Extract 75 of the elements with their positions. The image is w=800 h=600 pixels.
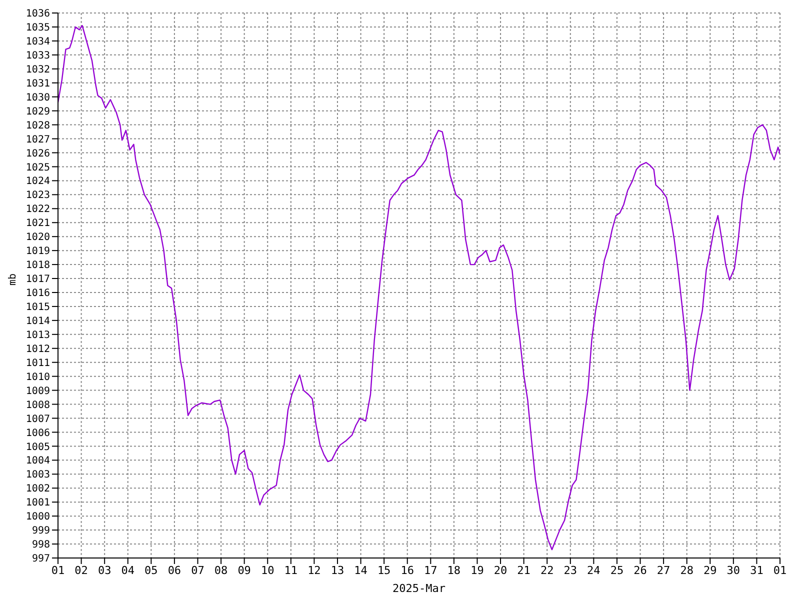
- y-tick-label: 1018: [26, 260, 50, 272]
- x-tick-label: 22: [540, 564, 554, 577]
- x-tick-label: 05: [144, 564, 158, 577]
- y-tick-label: 1007: [26, 414, 50, 425]
- y-tick-label: 1015: [26, 302, 50, 314]
- y-tick-label: 1014: [26, 316, 50, 327]
- x-tick-label: 29: [704, 564, 717, 577]
- y-tick-label: 1023: [26, 190, 50, 202]
- line-series: [58, 24, 780, 550]
- y-tick-label: 1022: [26, 204, 50, 216]
- x-axis-title: 2025-Mar: [392, 582, 446, 595]
- y-tick-label: 1020: [26, 232, 50, 244]
- x-tick-label: 12: [308, 564, 321, 577]
- x-tick-label: 06: [168, 564, 182, 577]
- x-tick-label: 07: [191, 564, 204, 577]
- y-tick-label: 998: [32, 540, 50, 551]
- x-tick-label: 18: [447, 564, 461, 577]
- y-tick-label: 1025: [26, 162, 50, 174]
- y-tick-label: 1030: [26, 92, 50, 104]
- x-tick-label: 11: [284, 564, 298, 577]
- x-tick-label: 04: [121, 564, 135, 577]
- y-tick-label: 1029: [26, 106, 50, 118]
- x-tick-label: 14: [354, 564, 368, 577]
- y-tick-label: 1034: [26, 36, 50, 48]
- x-tick-label: 20: [494, 564, 508, 577]
- y-tick-label: 1027: [26, 134, 50, 146]
- y-tick-label: 1026: [26, 148, 50, 160]
- x-tick-label: 08: [214, 564, 228, 577]
- x-tick-label: 21: [517, 564, 530, 577]
- x-tick-label: 25: [610, 564, 624, 577]
- x-tick-label: 23: [564, 564, 578, 577]
- x-tick-label: 02: [74, 564, 88, 577]
- x-tick-label: 27: [656, 564, 670, 577]
- y-tick-label: 1008: [26, 400, 50, 411]
- y-tick-label: 1010: [26, 372, 50, 383]
- y-tick-label: 1001: [26, 498, 50, 509]
- y-tick-label: 1011: [26, 358, 50, 369]
- y-tick-label: 997: [32, 554, 50, 565]
- x-tick-label: 26: [634, 564, 647, 577]
- y-tick-label: 1006: [26, 428, 50, 439]
- y-tick-label: 1004: [26, 456, 50, 467]
- x-tick-label: 15: [377, 564, 391, 577]
- x-tick-label: 16: [400, 564, 414, 577]
- y-tick-label: 1028: [26, 120, 50, 132]
- x-tick-label: 30: [726, 564, 740, 577]
- y-tick-label: 1013: [26, 330, 50, 341]
- y-tick-label: 1021: [26, 218, 50, 230]
- y-tick-label: 1036: [26, 8, 50, 20]
- y-tick-label: 1024: [26, 176, 50, 188]
- y-tick-label: 1000: [26, 512, 50, 523]
- y-tick-label: 1009: [26, 386, 50, 397]
- y-tick-label: 1033: [26, 50, 50, 62]
- x-tick-label: 01: [51, 564, 65, 577]
- x-tick-label: 28: [680, 564, 694, 577]
- y-tick-label: 1003: [26, 470, 50, 481]
- y-tick-label: 1019: [26, 246, 50, 258]
- x-tick-label: 09: [238, 564, 251, 577]
- x-tick-label: 17: [424, 564, 438, 577]
- x-tick-label: 13: [330, 564, 344, 577]
- x-tick-label: 31: [750, 564, 764, 577]
- x-tick-label: 01: [773, 564, 787, 577]
- y-tick-label: 1032: [26, 64, 50, 76]
- y-axis-title: mb: [8, 273, 19, 286]
- x-tick-label: 03: [98, 564, 112, 577]
- y-tick-label: 999: [32, 526, 50, 537]
- y-tick-label: 1035: [26, 22, 50, 34]
- x-tick-label: 24: [587, 564, 601, 577]
- y-tick-label: 1012: [26, 344, 50, 355]
- y-tick-label: 1031: [26, 78, 50, 90]
- y-tick-label: 1002: [26, 484, 50, 495]
- y-tick-label: 1016: [26, 288, 50, 300]
- x-tick-label: 10: [260, 564, 274, 577]
- y-tick-label: 1017: [26, 274, 50, 286]
- y-tick-label: 1005: [26, 442, 50, 453]
- x-tick-label: 19: [470, 564, 484, 577]
